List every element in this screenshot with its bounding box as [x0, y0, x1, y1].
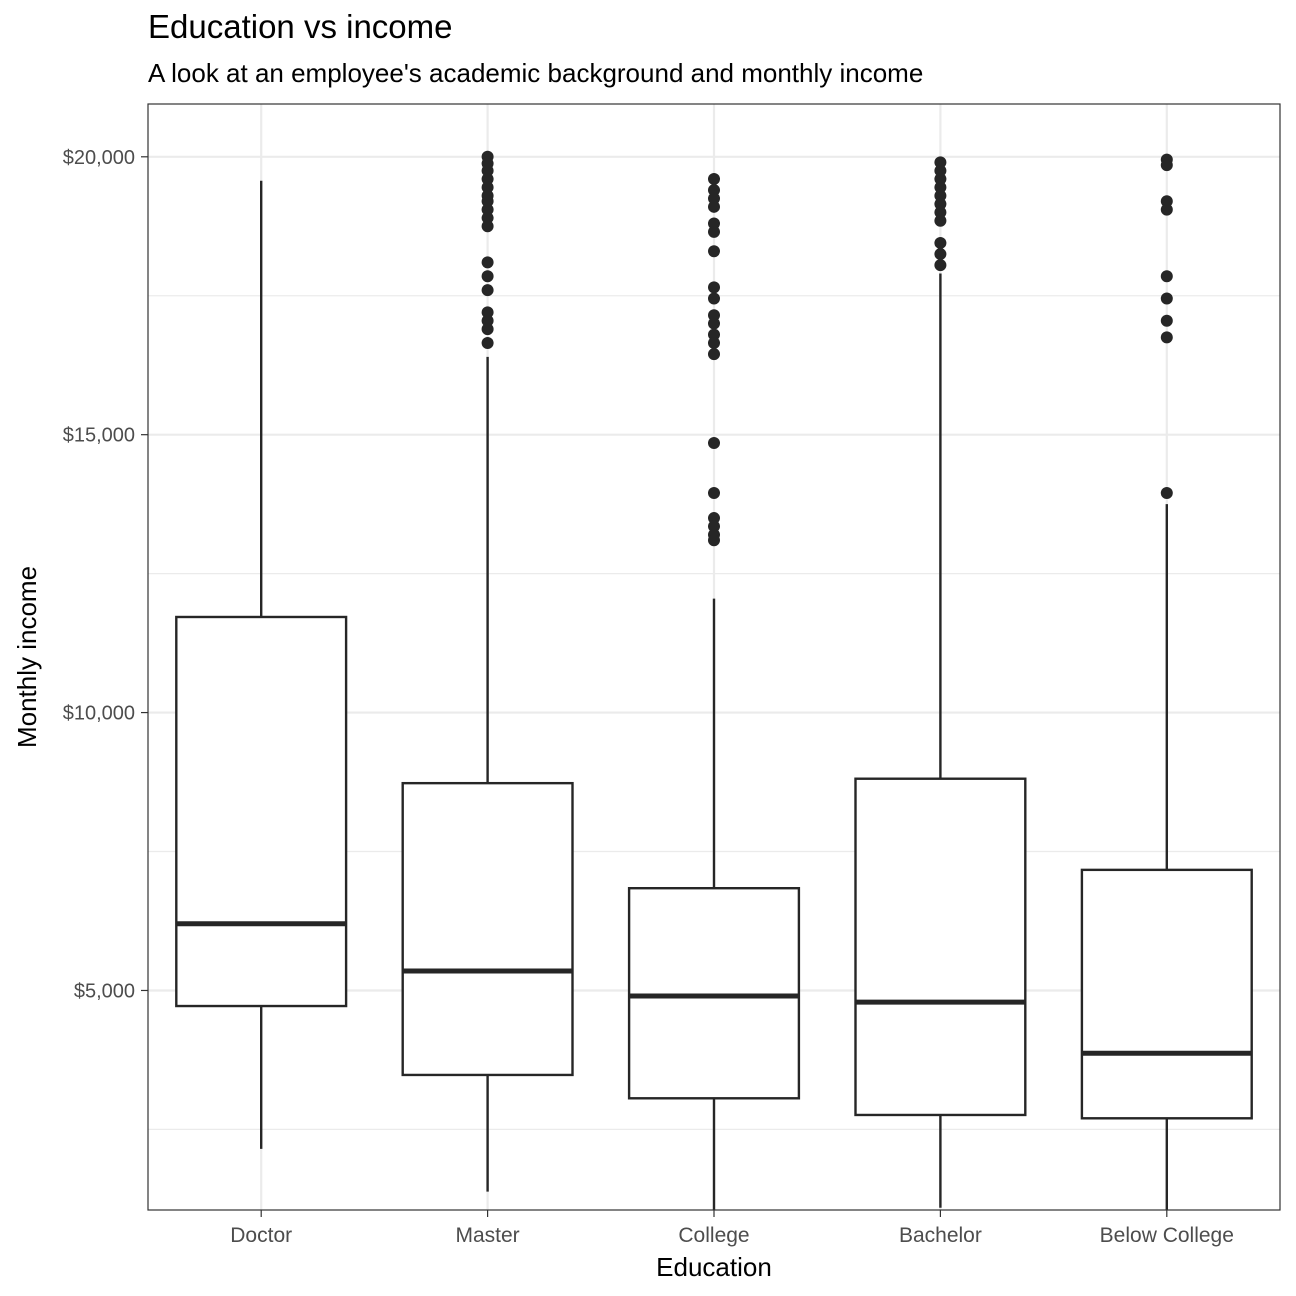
outlier-point [481, 256, 494, 269]
box-master [401, 150, 574, 1192]
outlier-point [708, 184, 720, 197]
axis-layer: $5,000 $10,000 $15,000 $20,000 Doctor Master C… [63, 147, 1234, 1247]
y-axis-title: Monthly income [12, 566, 42, 748]
box-iqr [1080, 868, 1253, 1120]
x-tick-label: Below College [1100, 1224, 1234, 1247]
outlier-point [934, 156, 947, 169]
chart-title: Education vs income [148, 8, 453, 45]
box-college [627, 173, 801, 1210]
outlier-point [708, 225, 720, 238]
x-tick-label: College [678, 1224, 749, 1247]
y-tick-label: $5,000 [74, 980, 135, 1002]
outlier-point [708, 281, 720, 294]
outlier-point [934, 198, 947, 211]
outlier-point [708, 437, 720, 450]
outlier-point [934, 206, 947, 219]
outlier-point [708, 534, 720, 547]
outlier-point [481, 211, 494, 224]
outlier-point [708, 328, 720, 341]
outlier-point [708, 217, 720, 230]
outlier-point [481, 195, 494, 208]
outlier-point [1160, 270, 1173, 283]
box-iqr [401, 781, 574, 1077]
outlier-point [934, 173, 947, 186]
outlier-point [708, 336, 720, 349]
outlier-point [708, 309, 720, 322]
outlier-point [708, 173, 720, 186]
x-tick-label: Bachelor [899, 1224, 982, 1247]
outlier-point [708, 520, 720, 533]
chart-subtitle: A look at an employee's academic backgro… [148, 58, 924, 88]
outlier-point [481, 323, 494, 336]
outlier-point [708, 245, 720, 258]
outlier-point [934, 181, 947, 194]
outlier-point [708, 512, 720, 525]
outlier-point [708, 292, 720, 305]
outlier-point [934, 248, 947, 261]
outlier-point [1160, 331, 1173, 344]
outlier-point [481, 181, 494, 194]
outlier-point [708, 192, 720, 205]
outlier-point [481, 164, 494, 177]
outlier-point [1160, 203, 1173, 216]
outlier-point [1160, 292, 1173, 305]
outlier-point [708, 200, 720, 213]
box-iqr [854, 777, 1027, 1117]
outlier-point [481, 336, 494, 349]
outlier-point [934, 236, 947, 249]
outlier-point [481, 284, 494, 297]
outlier-point [481, 306, 494, 319]
box-layer [175, 150, 1253, 1210]
outlier-point [934, 164, 947, 177]
outlier-point [934, 214, 947, 227]
box-doctor [175, 180, 348, 1149]
outlier-point [481, 173, 494, 186]
outlier-point [481, 220, 494, 233]
y-tick-label: $15,000 [63, 425, 135, 447]
outlier-point [481, 270, 494, 283]
outlier-point [1160, 314, 1173, 327]
outlier-point [1160, 159, 1173, 172]
y-tick-label: $20,000 [63, 147, 135, 169]
outlier-point [708, 487, 720, 500]
outlier-point [708, 348, 720, 361]
box-bachelor [854, 156, 1027, 1208]
x-axis-title: Education [656, 1252, 772, 1282]
box-iqr [175, 615, 348, 1008]
x-tick-label: Doctor [230, 1224, 292, 1247]
outlier-point [934, 189, 947, 202]
outlier-point [934, 259, 947, 272]
outlier-point [481, 203, 494, 216]
outlier-point [1160, 487, 1173, 500]
y-tick-label: $10,000 [63, 703, 135, 725]
outlier-point [481, 314, 494, 327]
box-iqr [627, 887, 801, 1100]
outlier-point [708, 317, 720, 330]
x-tick-label: Master [456, 1224, 520, 1247]
box-below-college [1080, 153, 1253, 1210]
outlier-point [1160, 195, 1173, 208]
